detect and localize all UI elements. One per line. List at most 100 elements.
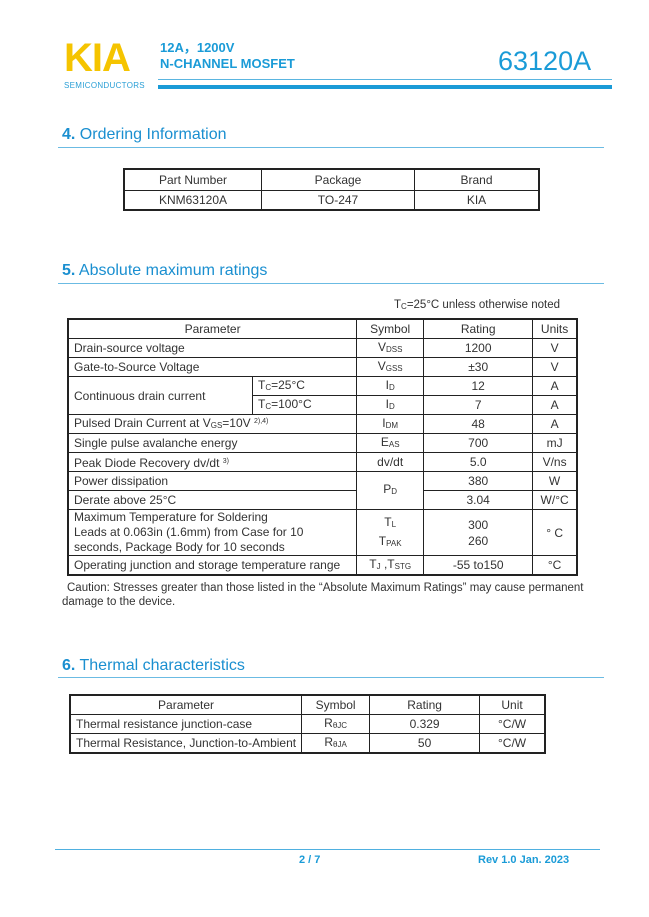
page-number: 2 / 7 bbox=[299, 854, 321, 866]
cell: VDSS bbox=[356, 338, 425, 358]
cell: VGSS bbox=[356, 357, 425, 377]
cell: KNM63120A bbox=[123, 189, 262, 211]
header-cell: Parameter bbox=[69, 694, 303, 715]
cell: V bbox=[532, 338, 578, 358]
cell: V/ns bbox=[532, 452, 578, 472]
cell: -55 to150 bbox=[423, 555, 534, 576]
section-rule bbox=[58, 677, 604, 678]
footer-rule bbox=[55, 849, 600, 850]
table-row: Drain-source voltage VDSS 1200 V bbox=[67, 338, 578, 358]
cell: °C/W bbox=[479, 714, 546, 734]
table-row: Pulsed Drain Current at VGS=10V 2),4) ID… bbox=[67, 414, 578, 434]
spec-rating: 12A，1200V bbox=[160, 40, 235, 55]
cell: °C bbox=[532, 555, 578, 576]
spec-type: N-CHANNEL MOSFET bbox=[160, 56, 295, 71]
table-row: Single pulse avalanche energy EAS 700 mJ bbox=[67, 433, 578, 453]
cell: °C/W bbox=[479, 733, 546, 754]
caution-text: Caution: Stresses greater than those lis… bbox=[62, 582, 584, 608]
header-cell: Unit bbox=[479, 694, 546, 715]
section-rule bbox=[58, 147, 604, 148]
section-heading-ordering: 4. Ordering Information bbox=[62, 126, 227, 143]
cell: ±30 bbox=[423, 357, 534, 377]
cell: Derate above 25°C bbox=[67, 490, 358, 510]
cell: 0.329 bbox=[369, 714, 481, 734]
cell: W bbox=[532, 471, 578, 491]
cell: A bbox=[532, 395, 578, 415]
cell: ° C bbox=[532, 509, 578, 556]
table-row: Power dissipation PD 380 W bbox=[67, 471, 578, 510]
cell: 3.04 bbox=[423, 490, 534, 510]
header-cell: Rating bbox=[369, 694, 481, 715]
header-cell: Symbol bbox=[356, 318, 425, 339]
cell: Power dissipation bbox=[67, 471, 358, 491]
thermal-table: Parameter Symbol Rating Unit Thermal res… bbox=[69, 694, 546, 754]
cell: Gate-to-Source Voltage bbox=[67, 357, 358, 377]
abs-max-table: Parameter Symbol Rating Units Drain-sour… bbox=[67, 318, 578, 576]
product-spec: 12A，1200V N-CHANNEL MOSFET bbox=[160, 40, 295, 72]
cell: EAS bbox=[356, 433, 425, 453]
table-row: TC=100°C ID 7 A bbox=[68, 395, 578, 415]
cell: Thermal Resistance, Junction-to-Ambient bbox=[69, 733, 303, 754]
cell: 1200 bbox=[423, 338, 534, 358]
cell: mJ bbox=[532, 433, 578, 453]
table-row: Peak Diode Recovery dv/dt 3) dv/dt 5.0 V… bbox=[67, 452, 578, 472]
table-row: Maximum Temperature for Soldering Leads … bbox=[67, 509, 578, 556]
cell: W/°C bbox=[532, 490, 578, 510]
cell: PD bbox=[356, 471, 425, 510]
cell: V bbox=[532, 357, 578, 377]
table-row: KNM63120A TO-247 KIA bbox=[123, 189, 540, 211]
cell: TO-247 bbox=[261, 189, 415, 211]
cell: RθJA bbox=[301, 733, 371, 754]
cell: 50 bbox=[369, 733, 481, 754]
section-heading-abs-max: 5. Absolute maximum ratings bbox=[62, 262, 268, 279]
cell: 7 bbox=[423, 395, 534, 415]
cell: A bbox=[532, 376, 578, 396]
cell: TL TPAK bbox=[356, 509, 425, 556]
header-cell: Parameter bbox=[67, 318, 358, 339]
condition-note: TC=25°C unless otherwise noted bbox=[394, 299, 561, 311]
header-cell: Rating bbox=[423, 318, 534, 339]
cell: TC=25°C bbox=[251, 376, 358, 396]
cell: A bbox=[532, 414, 578, 434]
header-divider-thick bbox=[158, 85, 612, 89]
section-heading-thermal: 6. Thermal characteristics bbox=[62, 657, 245, 674]
cell: KIA bbox=[414, 189, 540, 211]
cell: 300 260 bbox=[423, 509, 534, 556]
header-cell: Symbol bbox=[301, 694, 371, 715]
table-row: Operating junction and storage temperatu… bbox=[67, 555, 578, 576]
cell: 380 bbox=[423, 471, 534, 491]
cell: 5.0 bbox=[423, 452, 534, 472]
cell: dv/dt bbox=[356, 452, 425, 472]
cell: 12 bbox=[423, 376, 534, 396]
kia-logo: KIA bbox=[64, 36, 131, 80]
cell: RθJC bbox=[301, 714, 371, 734]
table-row: Continuous drain current TC=25°C ID 12 A bbox=[67, 376, 578, 415]
header-cell: Package bbox=[261, 168, 415, 191]
cell: Thermal resistance junction-case bbox=[69, 714, 303, 734]
logo-subtitle: SEMICONDUCTORS bbox=[64, 81, 145, 90]
table-row: Gate-to-Source Voltage VGSS ±30 V bbox=[67, 357, 578, 377]
cell: 48 bbox=[423, 414, 534, 434]
cell: Drain-source voltage bbox=[67, 338, 358, 358]
section-rule bbox=[58, 283, 604, 284]
header-cell: Units bbox=[532, 318, 578, 339]
header-cell: Brand bbox=[414, 168, 540, 191]
cell: 700 bbox=[423, 433, 534, 453]
table-row: Derate above 25°C 3.04 W/°C bbox=[67, 490, 578, 510]
cell: ID bbox=[356, 376, 425, 396]
cell: TC=100°C bbox=[251, 395, 358, 415]
cell: Peak Diode Recovery dv/dt 3) bbox=[67, 452, 358, 472]
cell: Operating junction and storage temperatu… bbox=[67, 555, 358, 576]
part-number-title: 63120A bbox=[498, 46, 592, 76]
cell: Maximum Temperature for Soldering Leads … bbox=[67, 509, 358, 556]
cell: TJ ,TSTG bbox=[356, 555, 425, 576]
revision: Rev 1.0 Jan. 2023 bbox=[478, 854, 570, 866]
cell: ID bbox=[356, 395, 425, 415]
header-cell: Part Number bbox=[123, 168, 262, 191]
header-divider-thin bbox=[158, 79, 612, 80]
ordering-table: Part Number Package Brand KNM63120A TO-2… bbox=[123, 168, 540, 211]
cell: Single pulse avalanche energy bbox=[67, 433, 358, 453]
table-row: Thermal resistance junction-case RθJC 0.… bbox=[69, 714, 546, 734]
table-row: Thermal Resistance, Junction-to-Ambient … bbox=[69, 733, 546, 754]
cell: Continuous drain current bbox=[67, 376, 253, 415]
